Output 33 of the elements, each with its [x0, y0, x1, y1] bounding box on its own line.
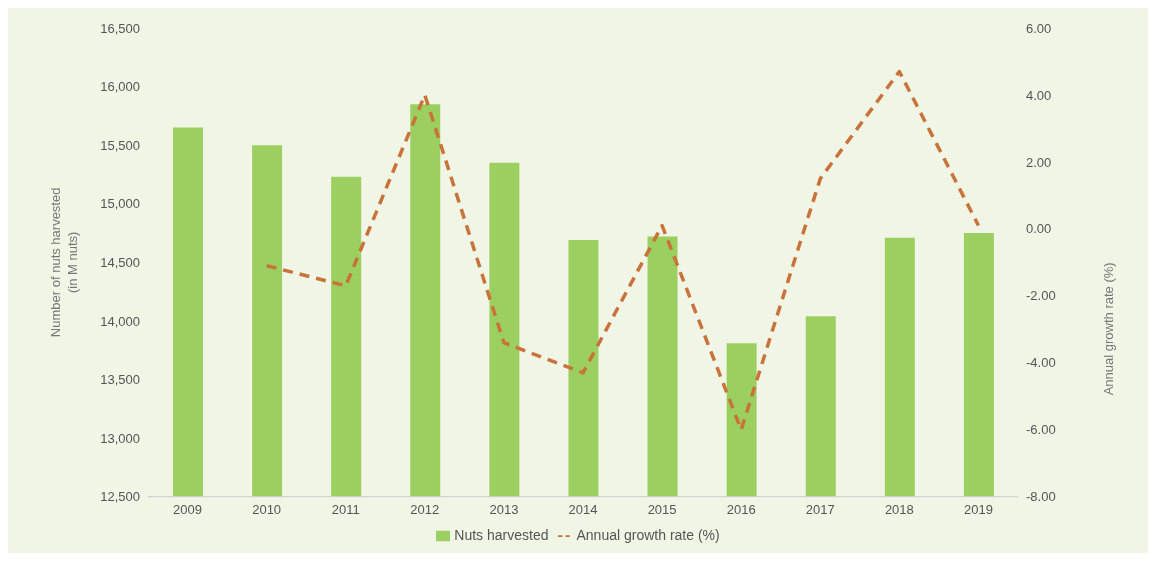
x-tick-label: 2017 [805, 501, 835, 517]
y-tick-label: 13,000 [100, 430, 140, 446]
x-tick-label: 2013 [489, 501, 519, 517]
y2-tick-label: 6.00 [1026, 20, 1052, 36]
y2-tick-label: -4.00 [1026, 355, 1056, 371]
y-tick-label: 16,500 [100, 20, 140, 36]
y2-tick-label: -8.00 [1026, 489, 1056, 505]
y2-axis-title: Annual growth rate (%) [1100, 262, 1116, 396]
y2-tick-label: 0.00 [1026, 221, 1052, 237]
y-tick-label: 13,500 [100, 372, 140, 388]
y-tick-label: 15,500 [100, 137, 140, 153]
y2-tick-label: -2.00 [1026, 288, 1056, 304]
x-tick-label: 2014 [568, 501, 598, 517]
y-tick-label: 14,500 [100, 254, 140, 270]
y-tick-label: 15,000 [100, 196, 140, 212]
x-tick-label: 2019 [963, 501, 993, 517]
x-tick-label: 2009 [173, 501, 203, 517]
x-tick-label: 2016 [726, 501, 756, 517]
x-tick-label: 2011 [331, 501, 360, 517]
legend-label: Annual growth rate (%) [576, 526, 720, 543]
y2-tick-label: 2.00 [1026, 154, 1052, 170]
x-tick-label: 2015 [647, 501, 677, 517]
y-tick-label: 16,000 [100, 79, 140, 95]
y2-tick-label: 4.00 [1026, 87, 1052, 103]
x-tick-label: 2010 [252, 501, 282, 517]
x-tick-label: 2018 [884, 501, 914, 517]
legend-label: Nuts harvested [454, 526, 549, 543]
y-tick-label: 14,000 [100, 313, 140, 329]
line-series [264, 69, 981, 432]
y-tick-label: 12,500 [100, 489, 140, 505]
y2-tick-label: -6.00 [1026, 422, 1056, 438]
y-axis-title: Number of nuts harvested (in M nuts) [48, 187, 80, 338]
x-tick-label: 2012 [410, 501, 440, 517]
